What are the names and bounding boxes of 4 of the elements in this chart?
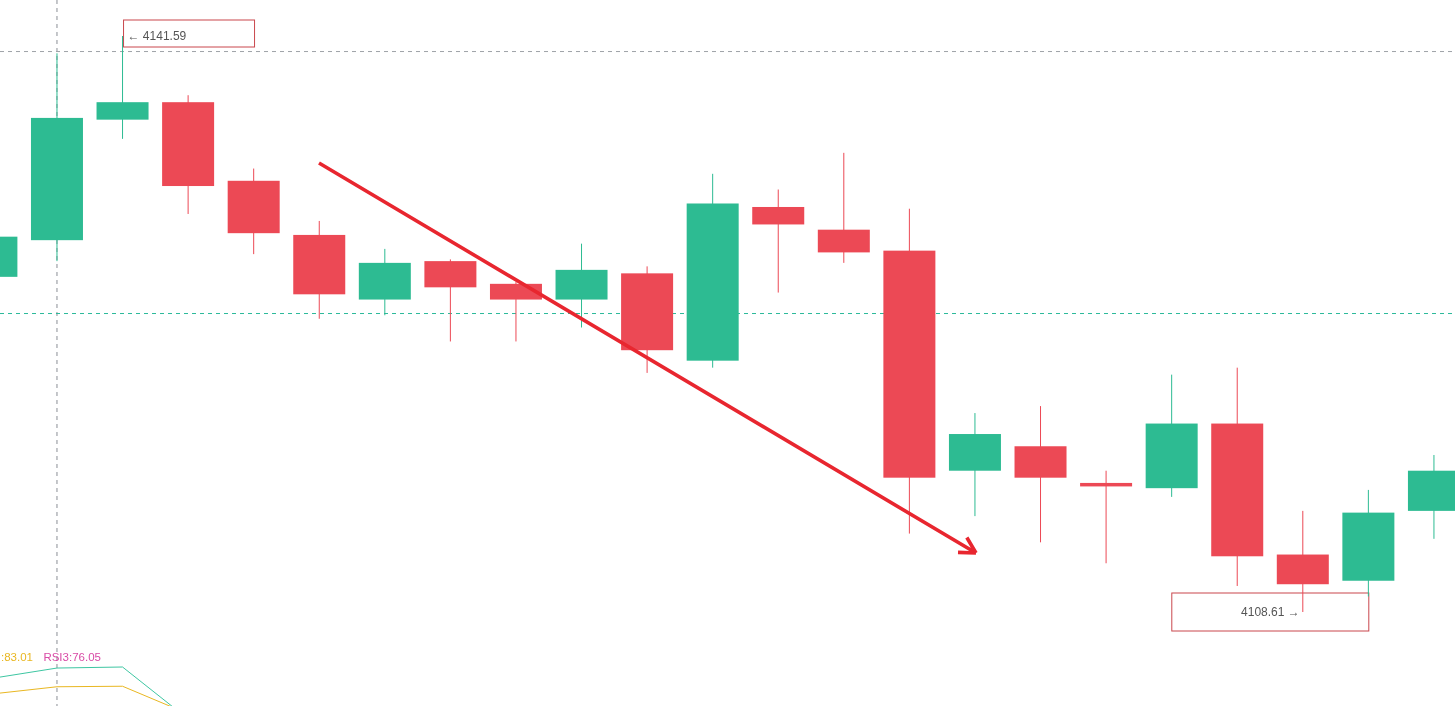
annotation: 4108.61 →: [1241, 605, 1300, 619]
text: :83.01: [1, 651, 33, 663]
annotation: ← 4141.59: [127, 29, 187, 43]
legend-label: RSI3:76.05: [43, 651, 101, 663]
